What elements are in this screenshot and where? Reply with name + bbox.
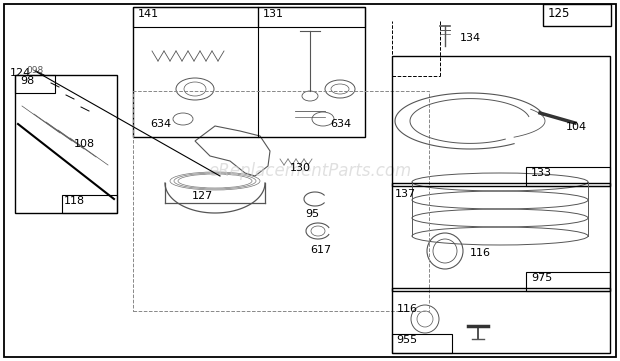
Bar — [543, 4, 611, 26]
Bar — [133, 7, 258, 27]
Text: 975: 975 — [531, 273, 552, 283]
Text: 137: 137 — [395, 189, 416, 199]
Text: 98: 98 — [20, 76, 34, 86]
Text: 141: 141 — [138, 9, 159, 19]
Text: eReplacementParts.com: eReplacementParts.com — [208, 162, 412, 180]
Bar — [258, 7, 365, 27]
Text: 955: 955 — [396, 335, 417, 345]
Text: 127: 127 — [192, 191, 213, 201]
Text: 617: 617 — [310, 245, 331, 255]
Text: 116: 116 — [397, 304, 418, 314]
Text: 134: 134 — [460, 33, 481, 43]
Text: 634: 634 — [330, 119, 351, 129]
Text: 125: 125 — [548, 7, 570, 20]
Bar — [133, 7, 365, 137]
Bar — [526, 167, 610, 186]
Bar — [392, 334, 452, 353]
Bar — [15, 75, 55, 93]
Text: 130: 130 — [290, 163, 311, 173]
Bar — [392, 56, 610, 186]
Text: 098: 098 — [26, 66, 43, 75]
Text: 133: 133 — [531, 168, 552, 178]
Text: 131: 131 — [263, 9, 284, 19]
Text: 118: 118 — [64, 196, 85, 206]
Text: 95: 95 — [305, 209, 319, 219]
Bar — [392, 288, 610, 353]
Text: 116: 116 — [470, 248, 491, 258]
Bar — [62, 195, 117, 213]
Bar — [526, 272, 610, 291]
Bar — [133, 91, 429, 311]
Text: 104: 104 — [566, 122, 587, 132]
Bar — [392, 183, 610, 291]
Text: 108: 108 — [74, 139, 95, 149]
Text: 124: 124 — [10, 68, 31, 78]
Bar — [15, 75, 117, 213]
Text: 634: 634 — [150, 119, 171, 129]
